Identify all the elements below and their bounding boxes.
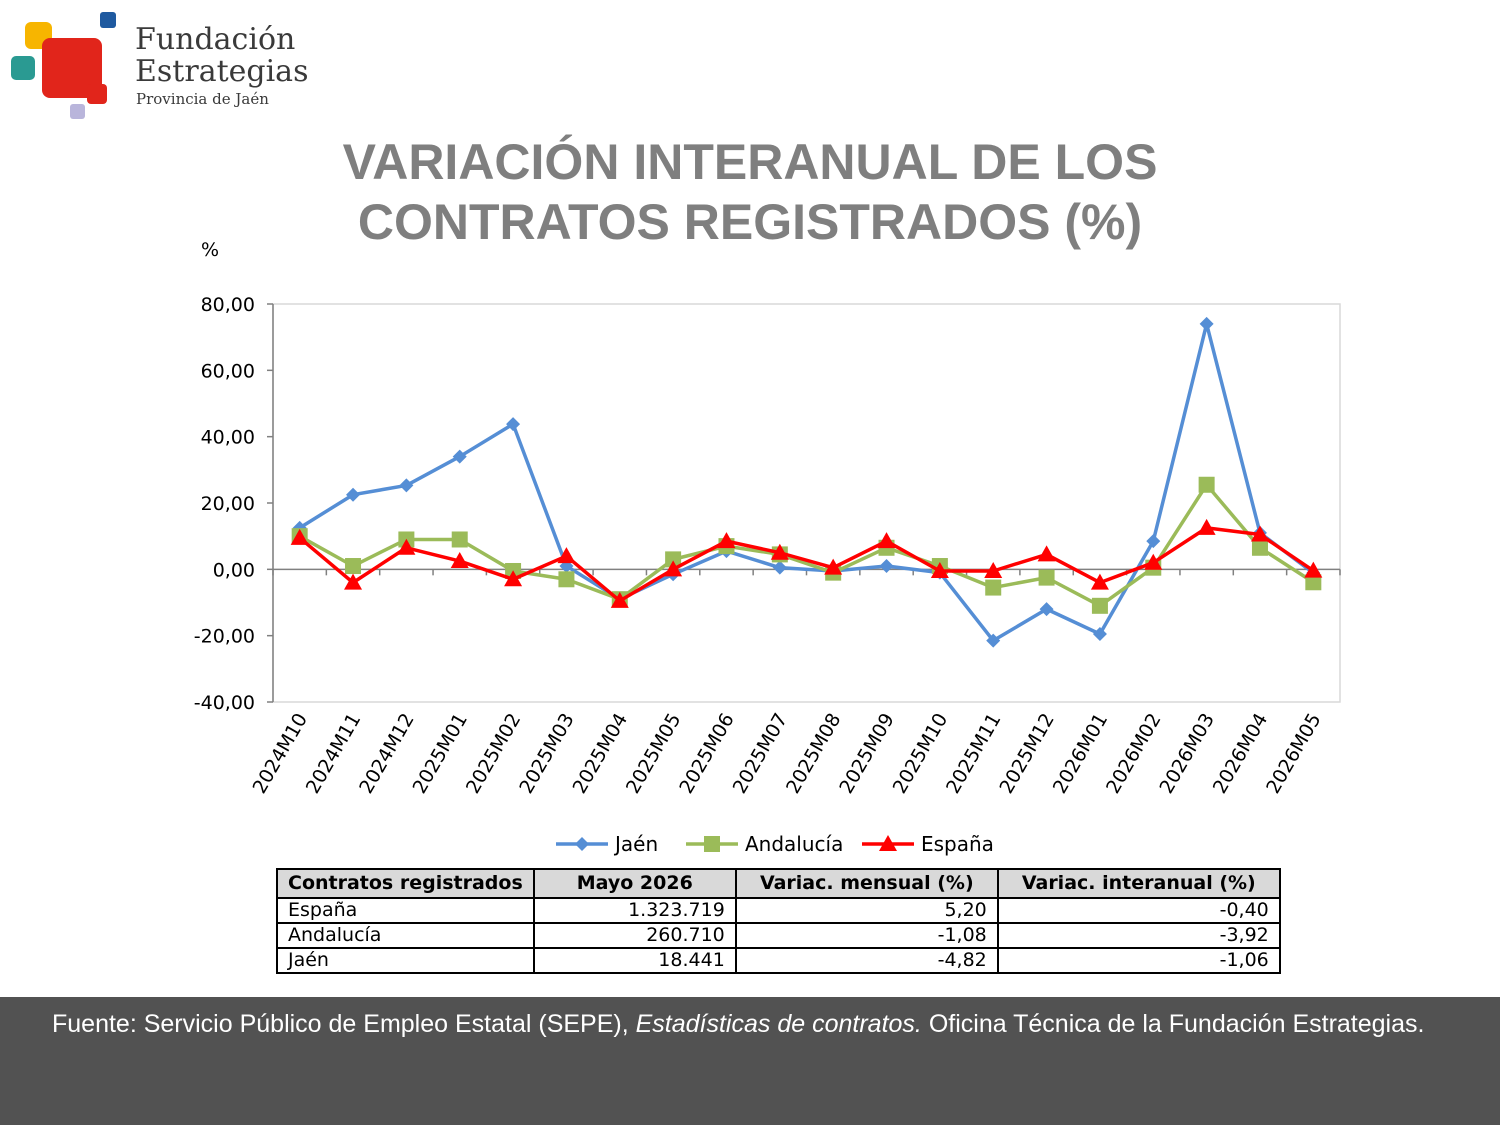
table-cell-value: 1.323.719: [532, 897, 737, 924]
logo-line-3: Provincia de Jaén: [136, 90, 269, 108]
series-0-point: [1039, 602, 1054, 617]
series-2-point: [770, 543, 789, 560]
logo-square-lilac: [70, 104, 85, 119]
series-0-point: [772, 560, 787, 575]
series-2-point: [984, 561, 1003, 578]
series-line-1: [298, 483, 1315, 608]
series-2-point: [664, 560, 683, 577]
series-1-point: [985, 579, 1002, 596]
logo-line-1: Fundación: [135, 22, 296, 57]
series-1-point: [1038, 569, 1055, 586]
series-2-point: [1144, 553, 1163, 570]
table-cell-region: Jaén: [276, 947, 535, 974]
series-2-point: [1037, 545, 1056, 562]
logo-square-blue: [100, 12, 116, 28]
series-0-point: [986, 633, 1001, 648]
y-tick-label: 60,00: [201, 360, 255, 382]
series-1-point: [1251, 539, 1268, 556]
series-2-point: [1304, 561, 1323, 578]
legend-marker-0: [575, 837, 589, 851]
table-cell-value: 18.441: [532, 947, 737, 974]
table-header-monthly: Variac. mensual (%): [734, 868, 999, 899]
table-cell-region: Andalucía: [276, 922, 535, 949]
table-header-region: Contratos registrados: [276, 868, 535, 899]
table-cell-monthly: -1,08: [734, 922, 999, 949]
series-0-point: [506, 417, 521, 432]
series-0-point: [452, 449, 467, 464]
series-0-point: [399, 478, 414, 493]
y-axis-label: %: [201, 239, 219, 261]
series-line-0: [298, 322, 1315, 643]
logo-mark: [11, 12, 116, 119]
legend-label-1: Andalucía: [745, 832, 843, 856]
table-row: Jaén 18.441 -4,82 -1,06: [276, 947, 1281, 974]
y-tick-label: 0,00: [213, 559, 255, 581]
series-2-point: [1197, 518, 1216, 535]
series-0-point: [1092, 627, 1107, 642]
series-1-point: [451, 531, 468, 548]
series-2-point: [1250, 525, 1269, 542]
page-title: VARIACIÓN INTERANUAL DE LOS CONTRATOS RE…: [342, 134, 1158, 250]
series-1-point: [1198, 476, 1215, 493]
series-0-point: [879, 559, 894, 574]
table-cell-monthly: -4,82: [734, 947, 999, 974]
legend-marker-2: [879, 835, 897, 851]
table-cell-region: España: [276, 897, 535, 924]
series-2-point: [877, 532, 896, 549]
series-0-point: [1146, 534, 1161, 549]
series-0-point: [1199, 316, 1214, 331]
table-row: Andalucía 260.710 -1,08 -3,92: [276, 922, 1281, 949]
y-tick-label: -20,00: [194, 626, 255, 648]
table-header-month: Mayo 2026: [532, 868, 737, 899]
y-tick-label: 40,00: [201, 427, 255, 449]
logo-line-2: Estrategias: [135, 54, 309, 89]
table-cell-value: 260.710: [532, 922, 737, 949]
series-0-point: [346, 487, 361, 502]
logo: Fundación Estrategias Provincia de Jaén: [0, 0, 320, 125]
series-2-point: [557, 547, 576, 564]
source-italic: Estadísticas de contratos.: [635, 1010, 922, 1038]
table-cell-annual: -0,40: [996, 897, 1281, 924]
table-cell-annual: -3,92: [996, 922, 1281, 949]
series-1-point: [1305, 574, 1322, 591]
series-line-2: [298, 526, 1315, 603]
table-header-annual: Variac. interanual (%): [996, 868, 1281, 899]
y-tick-label: -40,00: [194, 692, 255, 714]
y-tick-label: 20,00: [201, 493, 255, 515]
legend-label-2: España: [921, 832, 994, 856]
source-suffix: Oficina Técnica de la Fundación Estrateg…: [921, 1010, 1425, 1038]
source-note: Fuente: Servicio Público de Empleo Estat…: [52, 1007, 1430, 1041]
source-prefix: Fuente: Servicio Público de Empleo Estat…: [52, 1010, 636, 1038]
series-2-point: [1090, 573, 1109, 590]
series-2-point: [290, 528, 309, 545]
y-tick-label: 80,00: [201, 294, 255, 316]
footer: Fuente: Servicio Público de Empleo Estat…: [0, 997, 1500, 1125]
table-row: España 1.323.719 5,20 -0,40: [276, 897, 1281, 924]
series-1-point: [665, 551, 682, 568]
series-2-point: [610, 591, 629, 608]
logo-square-red: [42, 38, 102, 98]
line-chart: 80,00 60,00 40,00 20,00 0,00 -20,00 -40,00% 202…: [194, 239, 1341, 856]
data-table: Contratos registrados Mayo 2026 Variac. …: [276, 868, 1281, 974]
logo-square-red-small: [87, 84, 107, 104]
series-2-point: [450, 552, 469, 569]
series-2-point: [930, 561, 949, 578]
table-cell-monthly: 5,20: [734, 897, 999, 924]
series-2-point: [344, 573, 363, 590]
legend-label-0: Jaén: [613, 832, 658, 856]
legend-marker-1: [704, 836, 720, 852]
table-header-row: Contratos registrados Mayo 2026 Variac. …: [276, 868, 1281, 899]
plot-area: [272, 303, 1341, 703]
table-cell-annual: -1,06: [996, 947, 1281, 974]
series-2-point: [824, 558, 843, 575]
series-2-point: [504, 570, 523, 587]
series-2-point: [397, 538, 416, 555]
series-1-point: [345, 558, 362, 575]
logo-square-teal: [11, 56, 35, 80]
x-tick-label: 2026M05: [1262, 710, 1326, 798]
series-2-point: [717, 532, 736, 549]
series-1-point: [558, 571, 575, 588]
series-1-point: [1091, 597, 1108, 614]
